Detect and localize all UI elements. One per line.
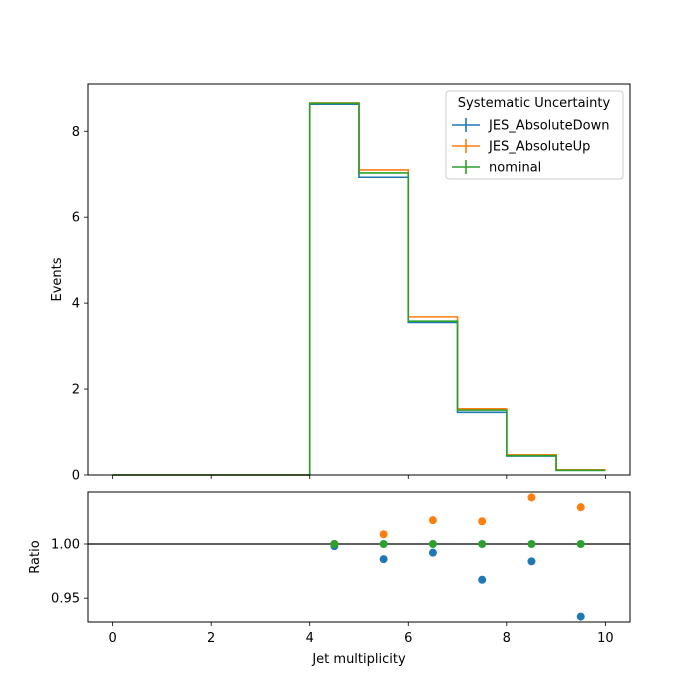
legend: Systematic Uncertainty JES_AbsoluteDownJ… <box>445 90 624 180</box>
legend-label-JES_AbsoluteUp: JES_AbsoluteUp <box>488 140 590 155</box>
ratio-y-tick-label: 0.95 <box>51 592 80 607</box>
ratio-point-JES_AbsoluteUp <box>478 517 487 526</box>
y-tick-label: 6 <box>72 211 80 226</box>
x-tick-label: 10 <box>597 631 614 646</box>
y-tick-label: 4 <box>72 297 80 312</box>
x-tick-label: 4 <box>306 631 314 646</box>
y-tick-label: 8 <box>72 125 80 140</box>
ratio-plot-area <box>88 493 630 621</box>
ratio-y-axis-label: Ratio <box>28 540 43 573</box>
x-tick-label: 0 <box>108 631 116 646</box>
legend-label-JES_AbsoluteDown: JES_AbsoluteDown <box>488 119 609 134</box>
y-tick-label: 0 <box>72 469 80 484</box>
ratio-point-JES_AbsoluteUp <box>428 516 437 525</box>
ratio-point-nominal <box>527 540 536 548</box>
x-tick-label: 8 <box>503 631 511 646</box>
ratio-point-JES_AbsoluteUp <box>527 493 536 502</box>
main-y-axis-label: Events <box>50 257 65 301</box>
ratio-point-JES_AbsoluteUp <box>576 503 585 512</box>
legend-label-nominal: nominal <box>489 161 541 176</box>
ratio-point-JES_AbsoluteDown <box>478 575 487 584</box>
legend-title: Systematic Uncertainty <box>458 96 611 111</box>
ratio-point-JES_AbsoluteDown <box>527 557 536 566</box>
x-tick-label: 6 <box>404 631 412 646</box>
main-panel: 0 2 4 6 8 Events Systematic Uncertainty JES_… <box>50 83 631 484</box>
ratio-point-JES_AbsoluteDown <box>428 548 437 557</box>
x-tick-label: 2 <box>207 631 215 646</box>
main-axes-frame <box>87 83 631 476</box>
ratio-point-JES_AbsoluteUp <box>379 530 388 539</box>
ratio-point-JES_AbsoluteDown <box>576 612 585 621</box>
main-y-ticks: 0 2 4 6 8 <box>72 125 88 484</box>
ratio-point-nominal <box>478 540 487 548</box>
legend-box <box>445 90 624 180</box>
ratio-point-nominal <box>379 540 388 548</box>
x-axis-label: Jet multiplicity <box>311 652 406 667</box>
main-x-ticks <box>112 475 606 479</box>
ratio-point-nominal <box>428 540 437 548</box>
ratio-axes-frame <box>87 491 631 623</box>
ratio-x-ticks: 0 2 4 6 8 10 <box>108 622 614 646</box>
ratio-point-nominal <box>576 540 585 548</box>
ratio-point-JES_AbsoluteDown <box>379 555 388 564</box>
ratio-y-tick-label: 1.00 <box>51 538 80 553</box>
ratio-y-ticks: 0.95 1.00 <box>51 538 88 607</box>
ratio-point-nominal <box>330 540 339 548</box>
y-tick-label: 2 <box>72 383 80 398</box>
ratio-panel: 0.95 1.00 0 2 4 6 8 10 Ratio Jet multiplicity <box>28 491 631 667</box>
